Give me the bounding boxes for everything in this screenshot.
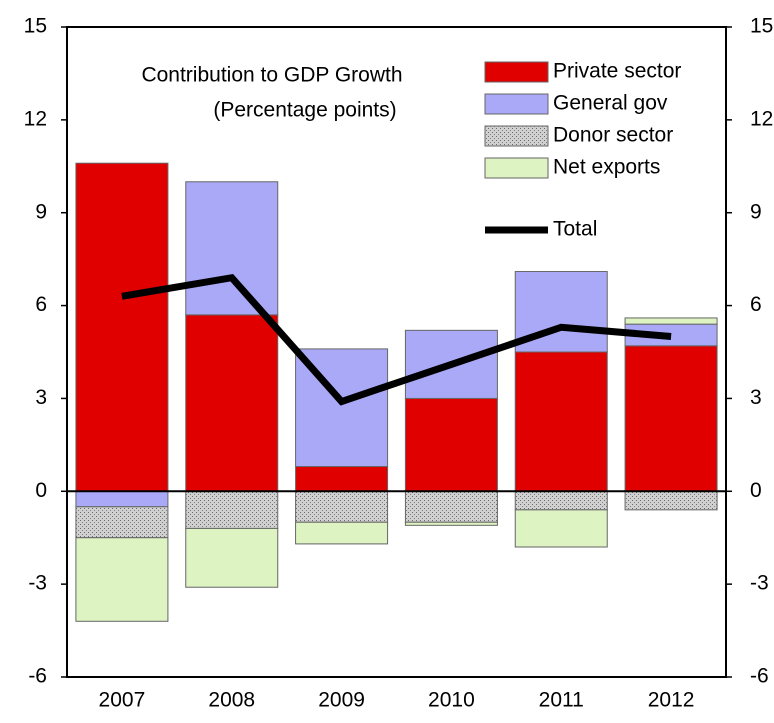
- y-tick-label: -6: [28, 665, 47, 688]
- bar: [185, 527, 279, 588]
- y2-tick-label: -3: [750, 572, 769, 595]
- bar: [404, 490, 498, 523]
- legend-label: General gov: [553, 92, 668, 115]
- y-tick-label: 9: [35, 200, 47, 223]
- bar: [185, 314, 279, 492]
- bar: [624, 490, 718, 511]
- legend-swatch: [484, 125, 549, 147]
- y-tick-label: 3: [35, 386, 47, 409]
- legend-label: Net exports: [553, 156, 660, 179]
- chart-subtitle: (Percentage points): [213, 99, 396, 122]
- y2-tick-label: 6: [750, 293, 762, 316]
- legend-label: Private sector: [553, 60, 681, 83]
- bar: [185, 181, 279, 316]
- legend-swatch: [484, 93, 549, 115]
- bar: [624, 317, 718, 325]
- y-tick-label: 12: [24, 107, 47, 130]
- x-tick-label: 2012: [648, 689, 695, 712]
- y2-tick-label: 3: [750, 386, 762, 409]
- x-tick-label: 2007: [99, 689, 146, 712]
- bar: [624, 345, 718, 492]
- y2-tick-label: 0: [750, 479, 762, 502]
- plot-frame: [66, 26, 727, 678]
- bar: [75, 490, 169, 508]
- bar: [75, 506, 169, 539]
- y-tick-label: -3: [28, 572, 47, 595]
- x-tick-label: 2009: [318, 689, 365, 712]
- bar: [75, 162, 169, 492]
- y2-tick-label: -6: [750, 665, 769, 688]
- legend-swatch: [484, 61, 549, 83]
- bar: [514, 509, 608, 548]
- legend-label: Total: [553, 218, 597, 241]
- x-tick-label: 2011: [539, 689, 584, 712]
- y2-tick-label: 9: [750, 200, 762, 223]
- bar: [514, 490, 608, 511]
- legend-swatch: [484, 157, 549, 179]
- bar: [75, 537, 169, 622]
- bar: [514, 351, 608, 492]
- y2-tick-label: 15: [750, 15, 773, 38]
- bar: [404, 521, 498, 526]
- total-line: [121, 273, 672, 406]
- bar: [404, 397, 498, 492]
- legend-label: Donor sector: [553, 124, 673, 147]
- x-tick-label: 2008: [208, 689, 255, 712]
- bar: [295, 521, 389, 545]
- y-tick-label: 15: [24, 15, 47, 38]
- bar: [185, 490, 279, 529]
- y2-tick-label: 12: [750, 107, 773, 130]
- x-tick-label: 2010: [428, 689, 475, 712]
- bar: [295, 466, 389, 492]
- y-tick-label: 6: [35, 293, 47, 316]
- y-tick-label: 0: [35, 479, 47, 502]
- bar: [295, 490, 389, 523]
- chart-title: Contribution to GDP Growth: [141, 64, 402, 87]
